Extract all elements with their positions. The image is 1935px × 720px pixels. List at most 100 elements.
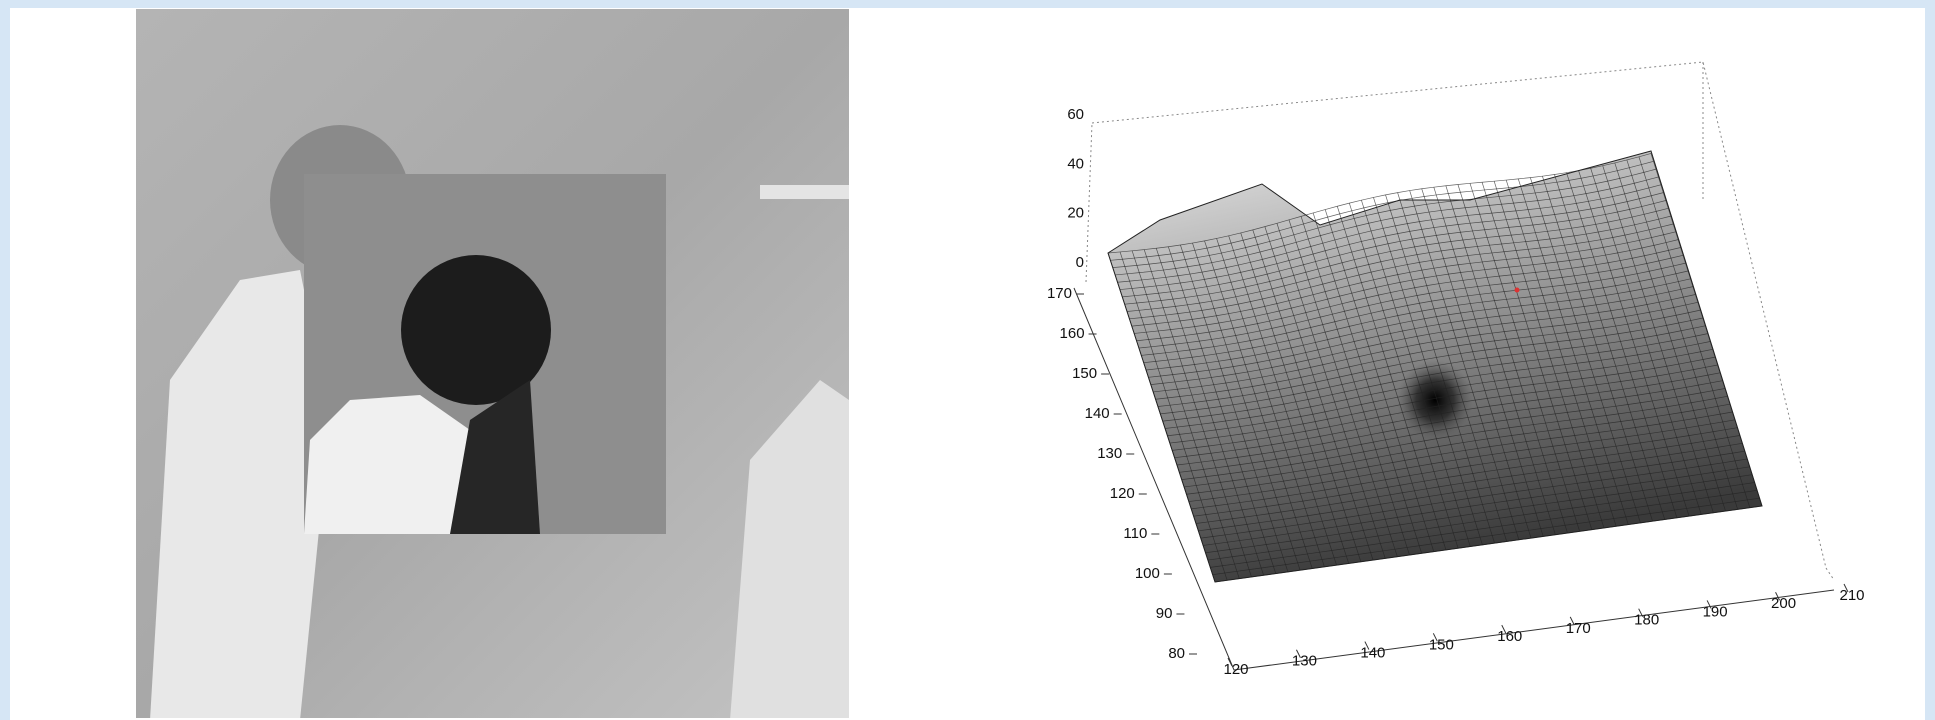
mesh-line (1240, 232, 1350, 564)
y-tick-label: 80 (1168, 645, 1185, 662)
mesh-line (1168, 246, 1277, 574)
mesh-line (1131, 250, 1240, 579)
mesh-line (1172, 364, 1718, 451)
mesh-line (1288, 219, 1398, 557)
y-tick-label: 170 (1047, 285, 1072, 302)
mesh-line (1493, 181, 1605, 529)
mesh-line (1590, 168, 1702, 515)
mesh-line (1566, 172, 1678, 518)
mesh-line (1188, 419, 1735, 502)
mesh-line (1129, 223, 1674, 320)
mesh-line (1134, 239, 1679, 334)
x-tick-label: 120 (1223, 661, 1248, 678)
mesh-line (1169, 356, 1716, 444)
mesh-line (1157, 317, 1703, 407)
mesh-line (1216, 238, 1325, 567)
mesh-line (1300, 216, 1410, 556)
surface-mesh (1107, 153, 1763, 583)
mesh-line (1276, 223, 1386, 559)
mesh-line (1138, 254, 1684, 349)
mesh-line (1131, 231, 1676, 327)
mesh-line (1252, 229, 1362, 562)
mesh-line (1373, 197, 1483, 545)
surface-pit (1397, 360, 1473, 440)
mesh-line (1193, 435, 1740, 517)
mesh-line (1385, 194, 1495, 544)
mesh-line (1115, 176, 1659, 276)
mesh-line (1191, 427, 1738, 510)
mesh-line (1136, 247, 1681, 342)
mesh-line (1184, 403, 1730, 488)
tick-mark (1775, 591, 1781, 601)
y-tick-label: 90 (1156, 605, 1173, 622)
tick-mark (1364, 641, 1370, 650)
x-tick-label: 170 (1566, 620, 1591, 637)
mesh-line (1481, 182, 1593, 530)
mesh-line (1205, 474, 1753, 554)
y-tick-label: 100 (1135, 565, 1160, 582)
y-tick-label: 160 (1060, 325, 1085, 342)
mesh-line (1143, 249, 1252, 578)
x-tick-label: 150 (1429, 636, 1454, 653)
mesh-line (1141, 262, 1686, 356)
mesh-line (1409, 190, 1520, 540)
tick-mark (1432, 633, 1438, 642)
mesh-line (1204, 240, 1313, 569)
mesh-line (1176, 380, 1723, 466)
x-tick-label: 130 (1292, 653, 1317, 670)
z-tick-label: 60 (1067, 106, 1084, 123)
mesh-line (1626, 159, 1739, 510)
mesh-line (1397, 192, 1508, 542)
mesh-line (1174, 372, 1721, 459)
y-tick-label: 140 (1085, 405, 1110, 422)
mesh-line (1162, 333, 1708, 422)
mesh-line (1186, 411, 1733, 495)
tick-mark (1706, 600, 1712, 609)
mesh-line (1312, 212, 1422, 554)
marker (1514, 287, 1520, 293)
mesh-line (1148, 286, 1694, 378)
x-tick-label: 140 (1360, 645, 1385, 662)
x-tick-label: 190 (1703, 603, 1728, 620)
mesh-line (1122, 200, 1666, 298)
mesh-line (1445, 185, 1556, 535)
mesh-line (1207, 482, 1755, 561)
tick-mark (1227, 657, 1233, 667)
mesh-line (1505, 179, 1617, 527)
mesh-line (1192, 242, 1301, 571)
z-tick-label: 40 (1067, 155, 1084, 172)
z-tick-label: 0 (1076, 254, 1084, 271)
mesh-line (1107, 153, 1652, 254)
mesh-line (1457, 184, 1568, 534)
mesh-line (1155, 309, 1701, 400)
mesh-line (1210, 489, 1758, 568)
mesh-line (1529, 177, 1641, 523)
mesh-line (1650, 153, 1763, 507)
tick-mark (1501, 624, 1507, 634)
y-tick-label: 110 (1123, 525, 1147, 542)
mesh-line (1228, 235, 1337, 566)
mesh-line (1119, 251, 1228, 581)
z-tick-label: 20 (1067, 205, 1084, 222)
mesh-line (1181, 395, 1728, 480)
mesh-line (1469, 183, 1581, 532)
mesh-line (1180, 244, 1289, 572)
mesh-line (1578, 170, 1690, 517)
y-tick-label: 150 (1072, 365, 1097, 382)
x-tick-label: 160 (1497, 628, 1522, 645)
mesh-line (1517, 178, 1629, 525)
mesh-line (1150, 294, 1696, 385)
mesh-line (1214, 505, 1763, 583)
mesh-line (1602, 165, 1714, 513)
axis-line (1073, 287, 1835, 671)
mesh-line (1336, 206, 1447, 551)
x-tick-label: 210 (1839, 587, 1864, 604)
mesh-line (1165, 341, 1711, 429)
mesh-line (1203, 466, 1750, 546)
mesh-line (1179, 388, 1726, 473)
mesh-line (1195, 442, 1743, 524)
mesh-line (1361, 200, 1471, 547)
mesh-line (1126, 215, 1671, 312)
mesh-line (1324, 209, 1435, 552)
mesh-line (1153, 301, 1698, 393)
